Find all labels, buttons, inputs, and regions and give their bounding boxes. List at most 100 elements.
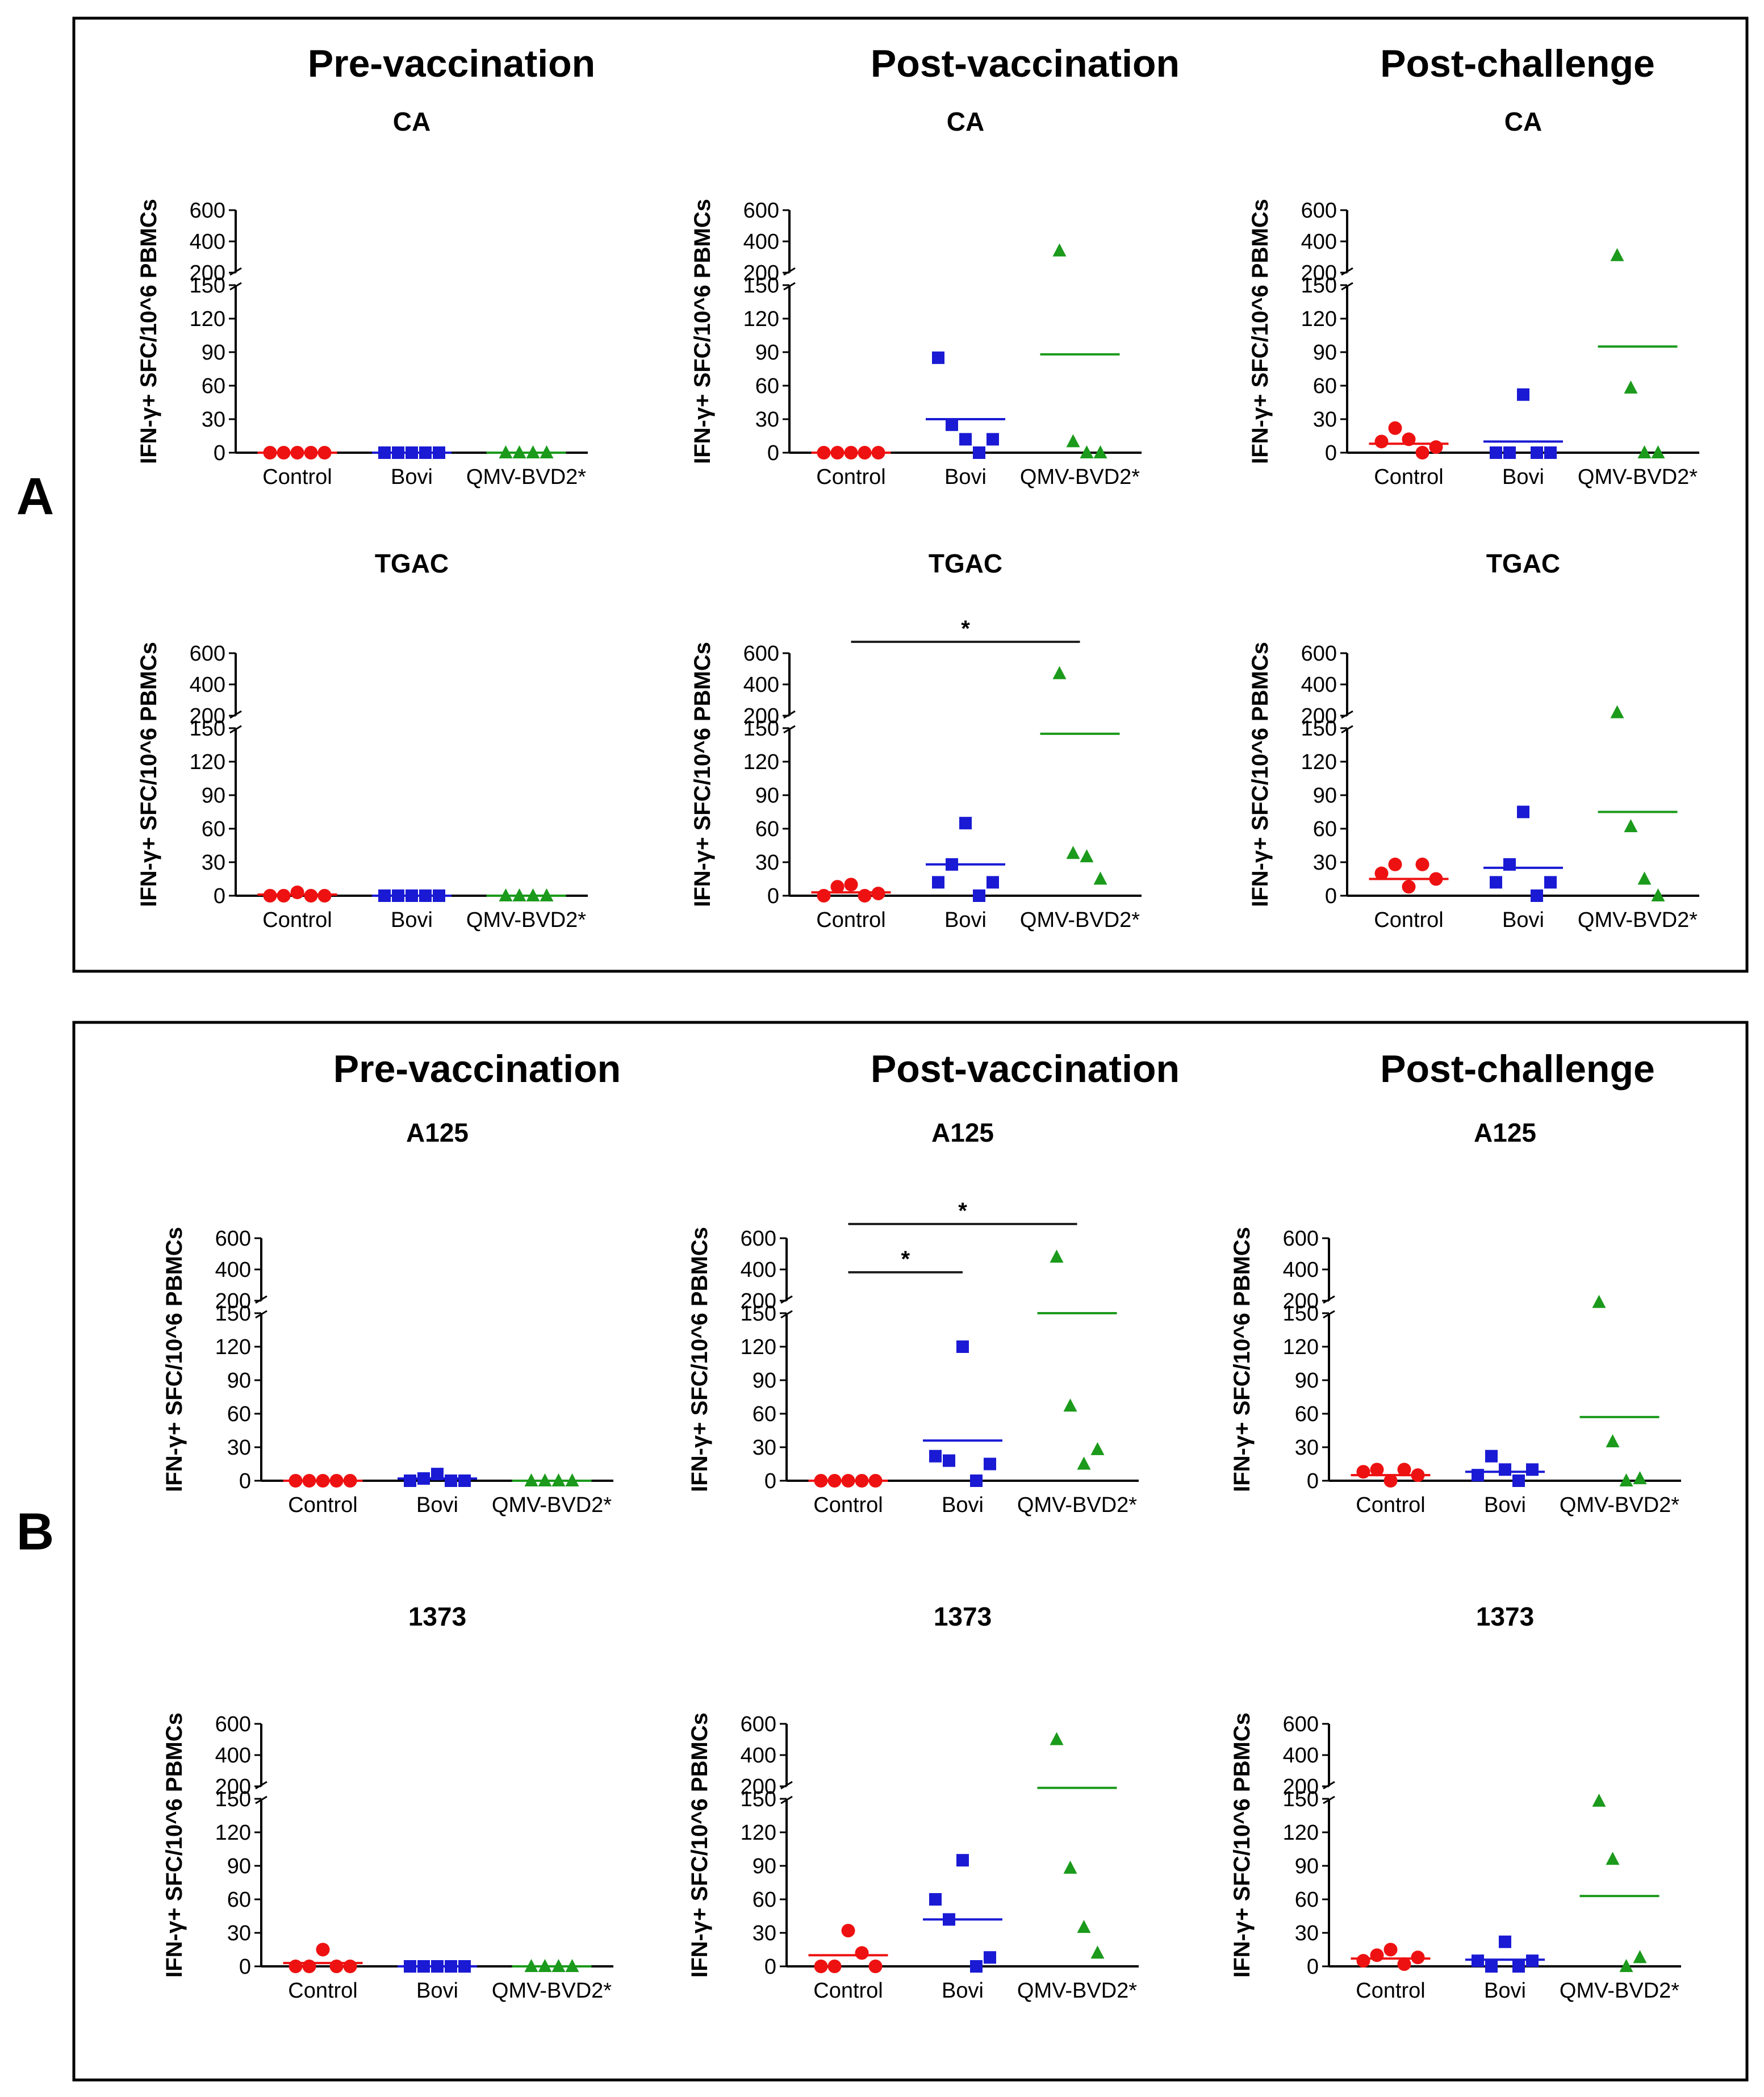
y-tick-label: 150 <box>741 1787 776 1811</box>
data-point <box>1050 1732 1064 1745</box>
y-tick-label: 0 <box>214 884 225 908</box>
y-tick-label: 0 <box>239 1955 251 1979</box>
y-tick-label: 30 <box>753 1921 776 1945</box>
data-point <box>984 1457 996 1471</box>
data-point <box>1651 445 1665 458</box>
data-point <box>1383 1943 1398 1957</box>
data-point <box>973 889 985 902</box>
y-tick-label: 0 <box>239 1469 251 1493</box>
panel-b-header-post-vacc: Post-vaccination <box>871 1047 1180 1091</box>
data-point <box>1503 858 1516 871</box>
data-point <box>956 1854 969 1867</box>
data-point <box>329 1474 344 1488</box>
data-point <box>1531 446 1543 459</box>
y-tick-label: 200 <box>1283 1775 1319 1799</box>
data-point <box>512 888 526 901</box>
plot-title: 1373 <box>1476 1602 1534 1631</box>
x-tick-label: Bovi <box>391 908 433 932</box>
data-point <box>1066 846 1080 859</box>
data-point <box>540 445 554 458</box>
x-tick-label: Control <box>262 465 332 489</box>
y-tick-label: 60 <box>753 1888 776 1912</box>
y-tick-label: 0 <box>767 441 779 465</box>
data-point <box>419 446 432 459</box>
plot-title: TGAC <box>929 549 1002 578</box>
x-tick-label: Bovi <box>1502 908 1544 932</box>
data-point <box>499 888 513 901</box>
axis-break-mark <box>780 1795 793 1804</box>
data-point <box>841 1474 855 1488</box>
y-tick-label: 200 <box>1301 704 1337 728</box>
y-tick-label: 200 <box>190 704 225 728</box>
data-point <box>1374 435 1389 449</box>
x-tick-label: Control <box>1356 1493 1426 1517</box>
y-tick-label: 400 <box>1283 1258 1319 1282</box>
x-tick-label: Bovi <box>944 908 986 932</box>
data-point <box>433 446 445 459</box>
y-tick-label: 150 <box>743 274 779 298</box>
data-point <box>302 1474 316 1488</box>
y-tick-label: 600 <box>741 1712 776 1736</box>
data-point <box>1080 849 1094 863</box>
data-point <box>551 1959 566 1972</box>
data-point <box>316 1943 330 1957</box>
data-point <box>406 889 418 902</box>
data-point <box>871 446 885 459</box>
data-point <box>871 887 885 901</box>
x-tick-label: Control <box>1374 465 1444 489</box>
data-point <box>1050 1250 1064 1263</box>
y-tick-label: 120 <box>1283 1821 1319 1845</box>
data-point <box>830 880 845 894</box>
y-tick-label: 600 <box>215 1227 251 1251</box>
panel-b-frame <box>72 1021 1749 2082</box>
data-point <box>868 1474 883 1488</box>
data-point <box>1633 1471 1647 1485</box>
data-point <box>1499 1463 1511 1476</box>
y-tick-label: 60 <box>1295 1888 1319 1912</box>
data-point <box>932 351 944 364</box>
data-point <box>1526 1954 1539 1967</box>
y-tick-label: 120 <box>743 307 779 331</box>
data-point <box>1402 880 1416 894</box>
y-axis-label: IFN-γ+ SFC/10^6 PBMCs <box>687 1227 712 1492</box>
data-point <box>1517 388 1529 401</box>
y-tick-label: 0 <box>767 884 779 908</box>
plot-a-ca-2: CA IFN-γ+ SFC/10^6 PBMCs 200 400 600 0 30 60 90 1… <box>1248 107 1699 489</box>
data-point <box>524 1959 538 1972</box>
data-point <box>1544 446 1557 459</box>
y-tick-label: 600 <box>1283 1712 1319 1736</box>
y-tick-label: 600 <box>190 199 225 223</box>
data-point <box>317 446 332 459</box>
data-point <box>844 878 858 892</box>
data-point <box>1090 1442 1105 1455</box>
y-tick-label: 150 <box>1283 1302 1319 1326</box>
panel-a-header-pre: Pre-vaccination <box>308 42 595 85</box>
x-tick-label: QMV-BVD2* <box>1017 1979 1137 2003</box>
y-tick-label: 150 <box>215 1787 251 1811</box>
data-point <box>263 446 277 459</box>
data-point <box>1411 1468 1425 1482</box>
x-tick-label: QMV-BVD2* <box>1020 908 1140 932</box>
plot-title: 1373 <box>408 1602 466 1631</box>
data-point <box>817 446 831 459</box>
data-point <box>844 446 858 459</box>
data-point <box>524 1473 538 1486</box>
y-tick-label: 90 <box>753 1854 776 1878</box>
x-tick-label: Bovi <box>1484 1493 1526 1517</box>
data-point <box>1606 1434 1620 1448</box>
axis-break-mark <box>229 282 242 291</box>
y-tick-label: 120 <box>190 750 225 774</box>
data-point <box>1624 819 1638 833</box>
data-point <box>1490 446 1502 459</box>
y-tick-label: 90 <box>755 341 779 365</box>
data-point <box>973 446 985 459</box>
data-point <box>263 889 277 903</box>
y-tick-label: 200 <box>743 261 779 285</box>
data-point <box>959 817 972 830</box>
y-tick-label: 200 <box>1301 261 1337 285</box>
y-tick-label: 120 <box>743 750 779 774</box>
data-point <box>1093 871 1107 885</box>
axis-break-mark <box>255 1310 267 1319</box>
y-tick-label: 30 <box>227 1921 251 1945</box>
x-tick-label: QMV-BVD2* <box>466 465 586 489</box>
